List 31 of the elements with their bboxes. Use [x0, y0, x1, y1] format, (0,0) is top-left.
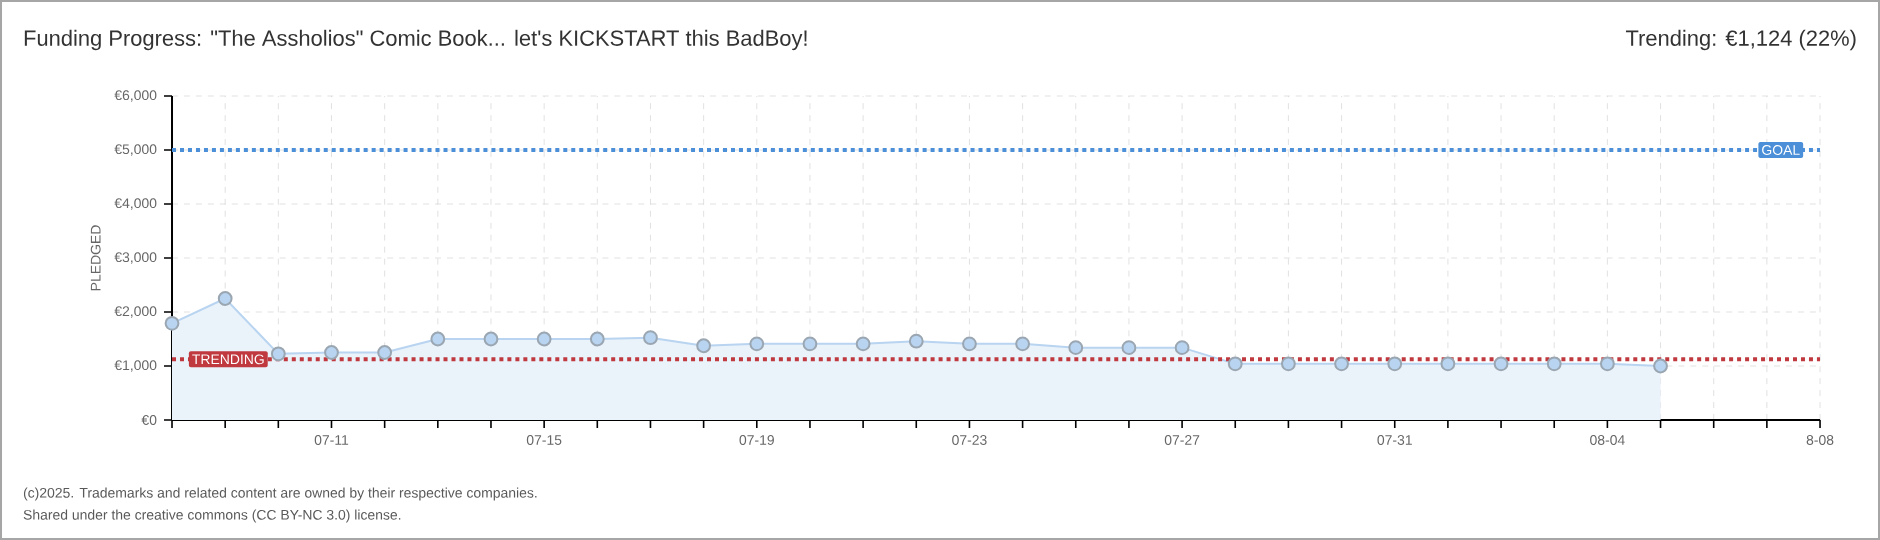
point	[1281, 356, 1296, 372]
point	[908, 333, 924, 349]
point	[1121, 340, 1137, 356]
point	[217, 291, 233, 306]
point	[1599, 356, 1615, 372]
point	[589, 331, 605, 347]
point	[1440, 356, 1456, 372]
point	[643, 330, 658, 346]
chart-title: Funding Progress: "The Assholios" Comic Book... let's KICKSTART this BadBoy!	[24, 29, 807, 51]
point	[962, 336, 977, 352]
point	[696, 338, 712, 354]
point	[1334, 356, 1349, 372]
point	[1387, 356, 1403, 372]
point	[1493, 356, 1509, 372]
point	[802, 336, 818, 352]
point	[749, 336, 765, 352]
point	[536, 331, 552, 347]
point	[324, 345, 339, 360]
point	[377, 345, 393, 360]
point	[855, 336, 871, 352]
point	[1015, 336, 1030, 352]
point	[1068, 340, 1084, 356]
point	[164, 315, 180, 331]
point	[430, 331, 446, 347]
point	[1174, 340, 1190, 356]
point	[1653, 358, 1668, 374]
point	[270, 346, 286, 362]
point	[1546, 356, 1562, 372]
chart-subtitle: Trending: €1,124 (22%)	[1625, 29, 1856, 51]
point	[483, 331, 499, 347]
point	[1227, 356, 1243, 372]
